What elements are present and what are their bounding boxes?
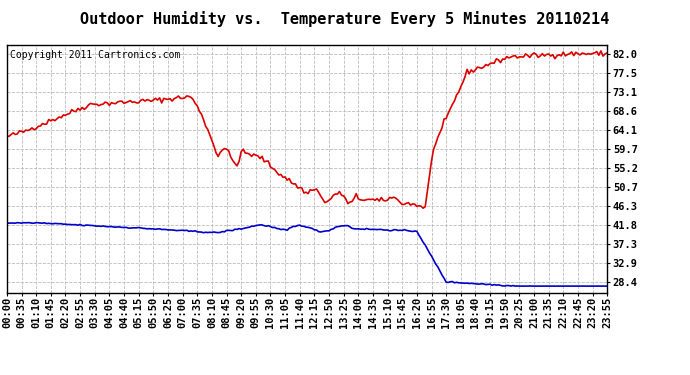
Text: Outdoor Humidity vs.  Temperature Every 5 Minutes 20110214: Outdoor Humidity vs. Temperature Every 5…: [80, 11, 610, 27]
Text: Copyright 2011 Cartronics.com: Copyright 2011 Cartronics.com: [10, 50, 180, 60]
